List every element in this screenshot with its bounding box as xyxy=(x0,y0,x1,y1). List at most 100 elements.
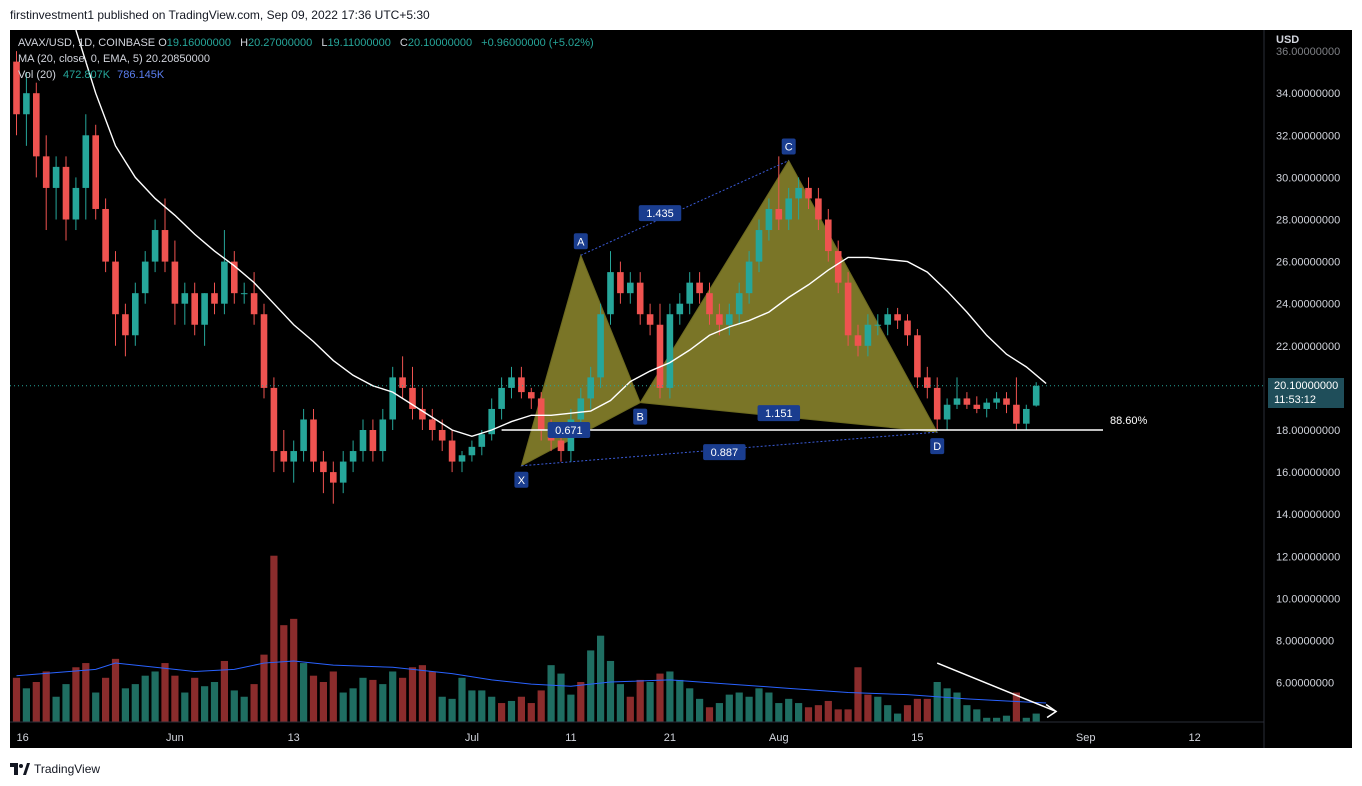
volume-bar xyxy=(993,717,1001,722)
volume-bar xyxy=(547,665,555,722)
time-tick-label: Sep xyxy=(1076,732,1096,744)
candle xyxy=(82,114,90,220)
symbol-label[interactable]: AVAX/USD, 1D, COINBASE xyxy=(18,37,156,49)
candle-body xyxy=(320,461,327,473)
ratio-label: 1.151 xyxy=(765,408,793,420)
pattern-point-label-bg xyxy=(514,471,529,488)
time-tick-label: 16 xyxy=(17,732,29,744)
ma-line xyxy=(75,30,1047,438)
volume-value: 472.807K xyxy=(62,69,111,81)
candle-body xyxy=(676,303,684,315)
candle-body xyxy=(191,293,198,325)
candle xyxy=(379,408,387,462)
volume-bar xyxy=(220,660,228,722)
candle xyxy=(518,366,525,399)
volume-bar xyxy=(1012,692,1020,722)
candle xyxy=(726,303,733,336)
volume-bar xyxy=(111,658,120,722)
volume-bar xyxy=(408,667,417,722)
close-value: 20.10000000 xyxy=(407,37,473,49)
candle xyxy=(686,272,693,315)
candle-body xyxy=(33,93,40,157)
volume-bar xyxy=(557,673,565,722)
candle xyxy=(151,219,159,273)
volume-bar xyxy=(636,679,644,722)
candle xyxy=(755,219,763,273)
candle-body xyxy=(132,293,139,336)
candle-body xyxy=(825,219,832,252)
candle-body xyxy=(300,419,307,452)
volume-bar xyxy=(755,688,763,722)
volume-label[interactable]: Vol (20) xyxy=(18,69,56,81)
volume-bar xyxy=(696,698,704,722)
candle-body xyxy=(122,314,129,336)
candle-body xyxy=(231,261,238,294)
candle-body xyxy=(409,387,416,409)
candle-body xyxy=(52,166,60,188)
price-chart[interactable]: 88.60% 1.435 0.671 1.151 0.887 X A B C D 34.00000… xyxy=(10,30,1352,748)
candle xyxy=(1003,392,1010,414)
candle-body xyxy=(963,398,971,405)
volume-bar xyxy=(884,705,892,722)
price-tick-label: 10.00000000 xyxy=(1276,593,1340,605)
volume-bar xyxy=(92,692,100,722)
candle-body xyxy=(1032,385,1040,406)
candle xyxy=(260,303,268,399)
candle xyxy=(1013,377,1020,430)
volume-bar xyxy=(102,677,110,722)
candle xyxy=(171,240,179,325)
close-label: C xyxy=(399,37,408,49)
candle-body xyxy=(587,377,594,399)
volume-bar xyxy=(369,679,377,722)
time-tick-label: 12 xyxy=(1188,732,1200,744)
price-tick-label: 18.00000000 xyxy=(1276,425,1340,437)
volume-bar xyxy=(339,692,347,722)
volume-bar xyxy=(626,696,634,722)
price-tick-label: 24.00000000 xyxy=(1276,299,1340,311)
volume-bar xyxy=(775,703,783,722)
last-price-label: 20.10000000 11:53:12 xyxy=(1268,377,1344,408)
candle xyxy=(429,408,436,441)
candle xyxy=(112,251,119,346)
volume-bar xyxy=(1002,715,1011,722)
volume-trend-arrowhead xyxy=(1045,703,1058,719)
candle xyxy=(369,419,377,462)
candle xyxy=(488,398,495,441)
volume-bar xyxy=(478,690,486,722)
volume-bar xyxy=(983,717,991,722)
candle xyxy=(468,440,476,462)
volume-bar xyxy=(616,684,624,722)
candle-body xyxy=(775,208,783,220)
time-tick-label: 15 xyxy=(911,732,923,744)
candle-body xyxy=(82,135,90,188)
volume-bar xyxy=(597,635,605,722)
candle-body xyxy=(1023,408,1030,424)
pattern-point-label: A xyxy=(577,236,585,248)
candle xyxy=(973,396,981,414)
candle-body xyxy=(706,293,713,315)
candle xyxy=(339,451,347,494)
candle-body xyxy=(429,419,436,430)
candle-body xyxy=(359,430,367,452)
tradingview-logo[interactable]: TradingView xyxy=(10,762,100,776)
ma-label[interactable]: MA (20, close, 0, EMA, 5) xyxy=(18,53,143,65)
candle-body xyxy=(844,282,852,336)
chart-frame[interactable]: 88.60% 1.435 0.671 1.151 0.887 X A B C D 34.00000… xyxy=(10,30,1352,748)
candle xyxy=(587,366,594,409)
candle-body xyxy=(102,208,109,262)
candle xyxy=(706,282,713,325)
volume-ma-value: 786.145K xyxy=(117,69,165,81)
candle xyxy=(458,451,466,473)
volume-bar xyxy=(577,682,585,722)
candle-body xyxy=(627,282,634,294)
volume-bar xyxy=(715,703,723,722)
volume-bar xyxy=(973,709,981,722)
volume-bar xyxy=(894,713,902,722)
candle-body xyxy=(290,451,297,462)
volume-bar xyxy=(131,684,139,722)
volume-bar xyxy=(438,696,446,722)
price-tick-label: 26.00000000 xyxy=(1276,257,1340,269)
volume-bar xyxy=(1032,713,1040,722)
candle-body xyxy=(478,434,486,447)
candle xyxy=(320,451,327,494)
